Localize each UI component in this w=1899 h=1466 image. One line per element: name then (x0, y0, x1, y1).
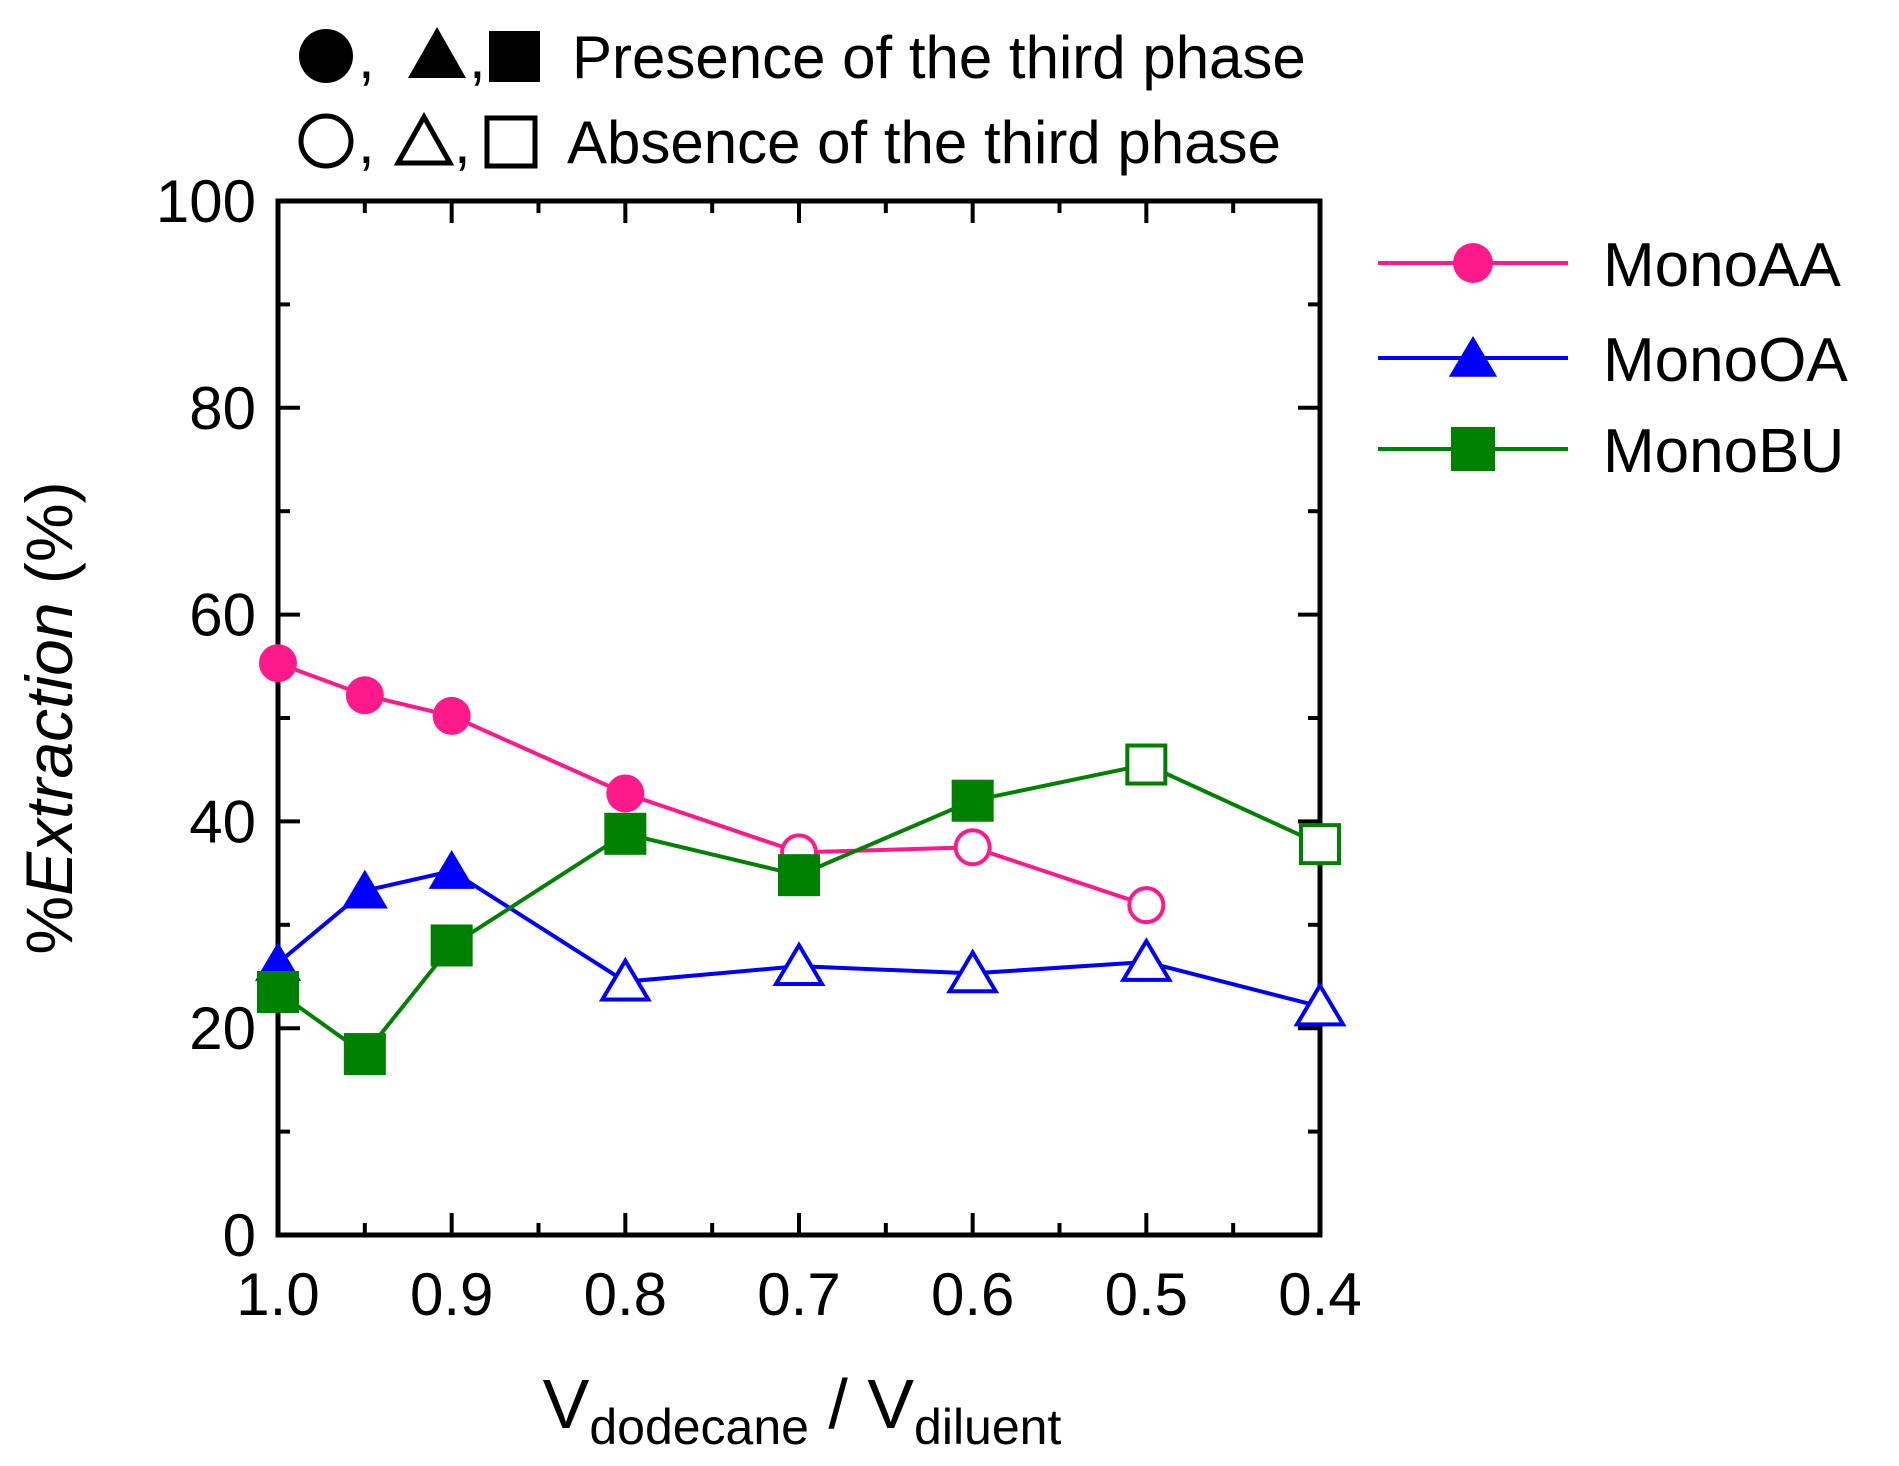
x-tick-label: 0.6 (931, 1261, 1014, 1328)
presence-triangle-icon (408, 27, 466, 78)
data-point-monooa (341, 869, 388, 909)
absence-triangle-icon (393, 111, 455, 166)
data-point-monobu (778, 854, 820, 897)
series-monooa (255, 850, 1347, 1027)
series-line-monoaa (277, 661, 1147, 908)
legend-item-monoaa: MonoAA (1378, 231, 1841, 300)
x-axis-title-main: V (543, 1365, 590, 1443)
absence-circle-icon (298, 113, 354, 169)
data-point-monobu (430, 924, 473, 967)
legend-label-monooa: MonoOA (1603, 326, 1848, 395)
legend-label-monoaa: MonoAA (1603, 231, 1841, 300)
axis-ticks: 0 20 40 60 80 100 1.0 0.9 0.8 0.7 0.6 0.5 0.4 (156, 168, 1362, 1328)
legend-item-monobu: MonoBU (1378, 417, 1844, 486)
data-point-monooa (428, 850, 475, 889)
x-tick-label: 0.4 (1278, 1261, 1361, 1328)
x-tick-label: 0.5 (1105, 1261, 1188, 1328)
y-axis-title-italic: Extraction (12, 602, 86, 895)
y-tick-label: 0 (223, 1202, 256, 1269)
data-point-monoaa (345, 676, 384, 715)
legend-item-monooa: MonoOA (1378, 326, 1848, 395)
series-monoaa (259, 644, 1166, 925)
x-tick-label: 0.9 (410, 1261, 493, 1328)
x-axis-title-sep: / V (809, 1365, 914, 1443)
legend-marker-monobu (1450, 426, 1496, 472)
presence-text: Presence of the third phase (572, 24, 1306, 91)
presence-square-icon (489, 31, 540, 82)
presence-note: , , Presence of the third phase (299, 24, 1306, 91)
y-axis-title: %Extraction (%) (12, 481, 86, 954)
y-axis-title-suffix: (%) (12, 481, 86, 602)
data-point-monoaa (606, 774, 645, 813)
data-point-monobu (257, 971, 299, 1014)
presence-sep-2: , (469, 24, 486, 91)
presence-sep-1: , (358, 24, 375, 91)
y-tick-label: 40 (189, 788, 256, 855)
legend-label-monobu: MonoBU (1603, 417, 1844, 486)
x-axis-title: Vdodecane / Vdiluent (543, 1365, 1062, 1455)
data-point-monobu (1299, 823, 1341, 866)
series-layer (255, 644, 1347, 1076)
legend: MonoAA MonoOA MonoBU (1378, 231, 1848, 486)
data-point-monobu (1125, 743, 1168, 786)
data-point-monooa (1293, 981, 1347, 1027)
y-tick-label: 60 (189, 582, 256, 649)
data-point-monooa (946, 948, 1000, 994)
y-tick-label: 80 (189, 375, 256, 442)
y-axis-title-prefix: % (12, 896, 86, 955)
x-tick-label: 0.8 (584, 1261, 667, 1328)
data-point-monoaa (259, 644, 297, 683)
data-point-monoaa (1127, 886, 1166, 925)
series-line-monooa (276, 868, 1321, 1009)
absence-square-icon (484, 115, 538, 169)
data-point-monoaa (953, 828, 992, 867)
data-point-monobu (343, 1033, 386, 1076)
legend-marker-monooa (1448, 335, 1498, 377)
data-point-monooa (772, 941, 826, 987)
y-tick-label: 100 (156, 168, 256, 235)
data-point-monoaa (432, 696, 471, 735)
absence-text: Absence of the third phase (567, 109, 1281, 176)
x-tick-label: 1.0 (236, 1261, 319, 1328)
presence-circle-icon (299, 29, 353, 83)
data-point-monooa (598, 956, 652, 1002)
legend-marker-monoaa (1453, 243, 1493, 283)
data-point-monobu (951, 779, 994, 822)
absence-note: , , Absence of the third phase (298, 109, 1281, 176)
y-tick-label: 20 (189, 995, 256, 1062)
data-point-monobu (604, 812, 647, 855)
symbol-note: , , Presence of the third phase , , Abse… (298, 24, 1306, 176)
x-axis-title-sub1: dodecane (589, 1399, 809, 1455)
data-point-monooa (1119, 937, 1173, 982)
x-tick-label: 0.7 (757, 1261, 840, 1328)
absence-sep-2: , (454, 109, 471, 176)
absence-sep-1: , (358, 109, 375, 176)
x-axis-title-sub2: diluent (914, 1399, 1061, 1455)
series-monobu (257, 743, 1341, 1076)
